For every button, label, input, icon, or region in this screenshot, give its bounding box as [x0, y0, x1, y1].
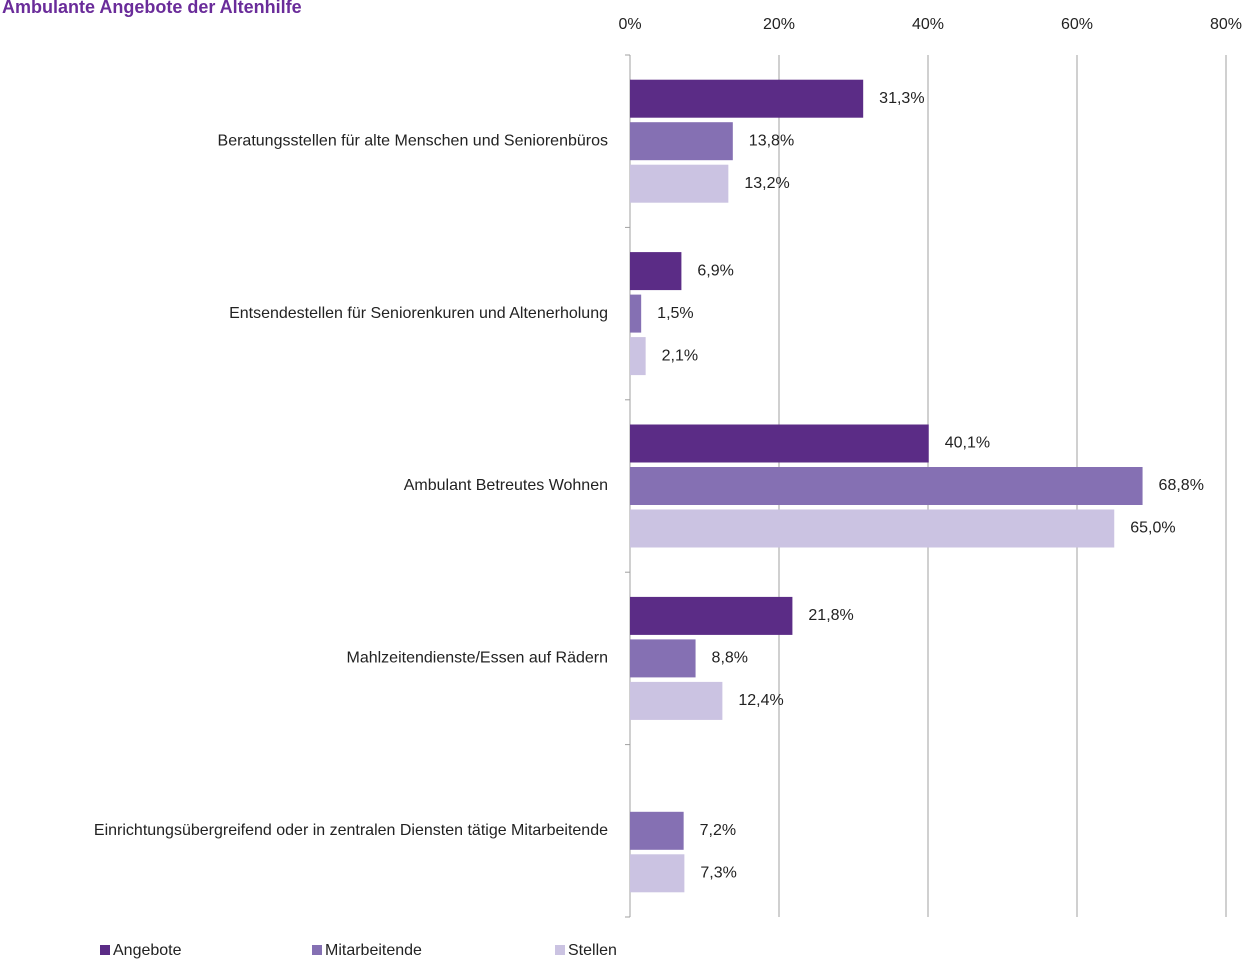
legend-label: Mitarbeitende	[325, 942, 422, 959]
x-tick-label: 40%	[912, 16, 944, 33]
value-label: 21,8%	[808, 607, 853, 624]
x-tick-label: 80%	[1210, 16, 1242, 33]
y-tick-label: Einrichtungsübergreifend oder in zentral…	[94, 822, 608, 839]
x-tick-label: 20%	[763, 16, 795, 33]
legend-swatch	[555, 945, 565, 955]
value-label: 2,1%	[662, 347, 698, 364]
bar	[630, 811, 684, 850]
bar	[630, 596, 793, 635]
y-tick-label: Entsendestellen für Seniorenkuren und Al…	[229, 305, 608, 322]
value-label: 13,8%	[749, 132, 794, 149]
bar	[630, 122, 733, 161]
value-label: 6,9%	[697, 262, 733, 279]
x-tick-label: 0%	[618, 16, 641, 33]
y-tick-label: Beratungsstellen für alte Menschen und S…	[218, 132, 608, 149]
value-label: 65,0%	[1130, 520, 1175, 537]
value-label: 68,8%	[1159, 477, 1204, 494]
bar	[630, 164, 729, 203]
bar	[630, 681, 723, 720]
value-label: 13,2%	[744, 175, 789, 192]
y-tick-label: Ambulant Betreutes Wohnen	[404, 477, 608, 494]
value-label: 31,3%	[879, 90, 924, 107]
bar	[630, 509, 1115, 548]
bar	[630, 337, 646, 376]
legend-swatch	[100, 945, 110, 955]
value-label: 12,4%	[738, 692, 783, 709]
bar	[630, 467, 1143, 505]
bar	[630, 639, 696, 678]
x-tick-label: 60%	[1061, 16, 1093, 33]
legend-label: Angebote	[113, 942, 182, 959]
value-label: 1,5%	[657, 305, 693, 322]
bar	[630, 79, 864, 118]
value-label: 8,8%	[712, 650, 748, 667]
legend-swatch	[312, 945, 322, 955]
bar	[630, 424, 929, 463]
legend-label: Stellen	[568, 942, 617, 959]
y-tick-label: Mahlzeitendienste/Essen auf Rädern	[347, 650, 609, 667]
value-label: 7,2%	[700, 822, 736, 839]
bar	[630, 854, 685, 893]
value-label: 40,1%	[945, 435, 990, 452]
bar	[630, 252, 682, 291]
value-label: 7,3%	[700, 865, 736, 882]
chart-title: Ambulante Angebote der Altenhilfe	[2, 0, 302, 17]
bar	[630, 294, 642, 333]
